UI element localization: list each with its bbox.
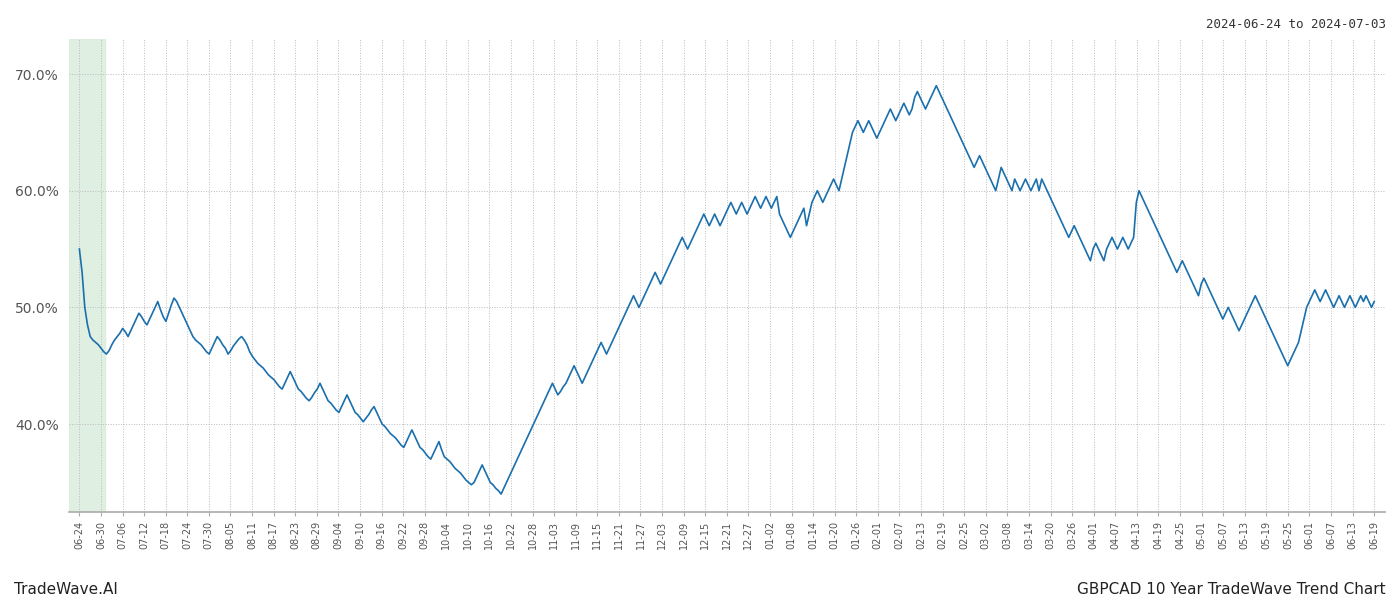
Text: 2024-06-24 to 2024-07-03: 2024-06-24 to 2024-07-03 [1205,18,1386,31]
Text: GBPCAD 10 Year TradeWave Trend Chart: GBPCAD 10 Year TradeWave Trend Chart [1078,582,1386,597]
Text: TradeWave.AI: TradeWave.AI [14,582,118,597]
Bar [69,39,105,512]
